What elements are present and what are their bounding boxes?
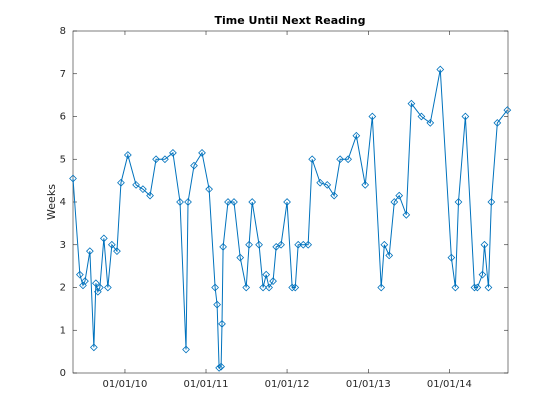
marker (139, 185, 147, 194)
marker (132, 181, 140, 189)
marker (493, 119, 502, 127)
marker (316, 178, 325, 187)
x-tick-label: 01/01/13 (346, 379, 391, 390)
marker (113, 247, 121, 256)
marker (407, 99, 416, 108)
marker (480, 240, 489, 249)
marker (473, 283, 482, 292)
marker (69, 174, 77, 183)
marker (161, 155, 169, 164)
marker (283, 198, 291, 206)
marker (308, 155, 317, 164)
marker (368, 112, 377, 121)
marker (262, 270, 271, 279)
marker (447, 253, 456, 262)
marker (288, 283, 297, 292)
chart-title: Time Until Next Reading (215, 14, 366, 27)
marker (99, 234, 108, 243)
marker (390, 198, 399, 206)
marker (402, 210, 411, 219)
marker (352, 131, 361, 140)
x-tick-label: 01/01/14 (427, 379, 472, 390)
y-tick-label: 8 (60, 26, 66, 37)
marker (169, 148, 177, 157)
y-tick-label: 4 (60, 197, 66, 208)
marker (190, 161, 198, 170)
marker (218, 319, 226, 328)
x-tick-label: 01/01/11 (184, 379, 229, 390)
marker (176, 198, 184, 206)
marker (361, 181, 370, 189)
marker (436, 65, 445, 74)
marker (96, 283, 104, 292)
marker (205, 185, 213, 194)
marker (461, 112, 470, 121)
marker (380, 240, 389, 249)
marker (395, 191, 404, 200)
marker (245, 240, 253, 249)
marker (330, 191, 338, 200)
marker (451, 283, 460, 292)
marker (86, 247, 94, 256)
marker (385, 251, 394, 260)
marker (224, 198, 232, 206)
marker (184, 198, 192, 206)
series-line (72, 69, 508, 369)
y-tick-label: 3 (60, 240, 66, 251)
marker (344, 155, 352, 164)
marker (478, 270, 487, 279)
y-tick-label: 7 (60, 69, 66, 80)
marker (236, 253, 245, 262)
marker (242, 283, 251, 292)
marker (304, 240, 313, 249)
marker (81, 277, 89, 285)
marker (92, 279, 100, 288)
marker (198, 148, 206, 157)
marker (470, 283, 479, 292)
y-axis-label: Weeks (45, 184, 58, 220)
marker (291, 283, 300, 292)
marker (417, 112, 426, 121)
marker (294, 240, 303, 249)
marker (107, 240, 116, 249)
marker (146, 191, 154, 200)
y-tick-label: 2 (60, 283, 66, 294)
marker (259, 283, 267, 292)
marker (269, 277, 277, 285)
marker (377, 283, 386, 292)
y-tick-label: 1 (60, 325, 66, 336)
marker (219, 243, 227, 251)
marker (487, 198, 496, 206)
marker (336, 155, 344, 164)
marker (426, 119, 435, 127)
marker (323, 181, 332, 189)
marker (213, 300, 221, 309)
marker (117, 178, 125, 187)
marker (230, 198, 238, 206)
marker (484, 283, 493, 292)
marker (255, 240, 263, 249)
x-tick-label: 01/01/12 (265, 379, 310, 390)
marker (90, 343, 98, 352)
y-tick-label: 0 (60, 368, 66, 379)
marker (265, 283, 273, 292)
marker (182, 345, 190, 354)
marker (211, 283, 219, 292)
marker (277, 240, 285, 249)
marker (503, 106, 512, 114)
marker (123, 151, 132, 159)
marker (152, 155, 160, 164)
marker (215, 364, 223, 372)
marker (103, 283, 112, 292)
marker (217, 362, 225, 371)
marker (248, 198, 257, 206)
marker (76, 270, 84, 279)
x-tick-label: 01/01/10 (102, 379, 147, 390)
y-tick-label: 6 (60, 112, 66, 123)
marker (454, 198, 463, 206)
y-tick-label: 5 (60, 154, 66, 165)
